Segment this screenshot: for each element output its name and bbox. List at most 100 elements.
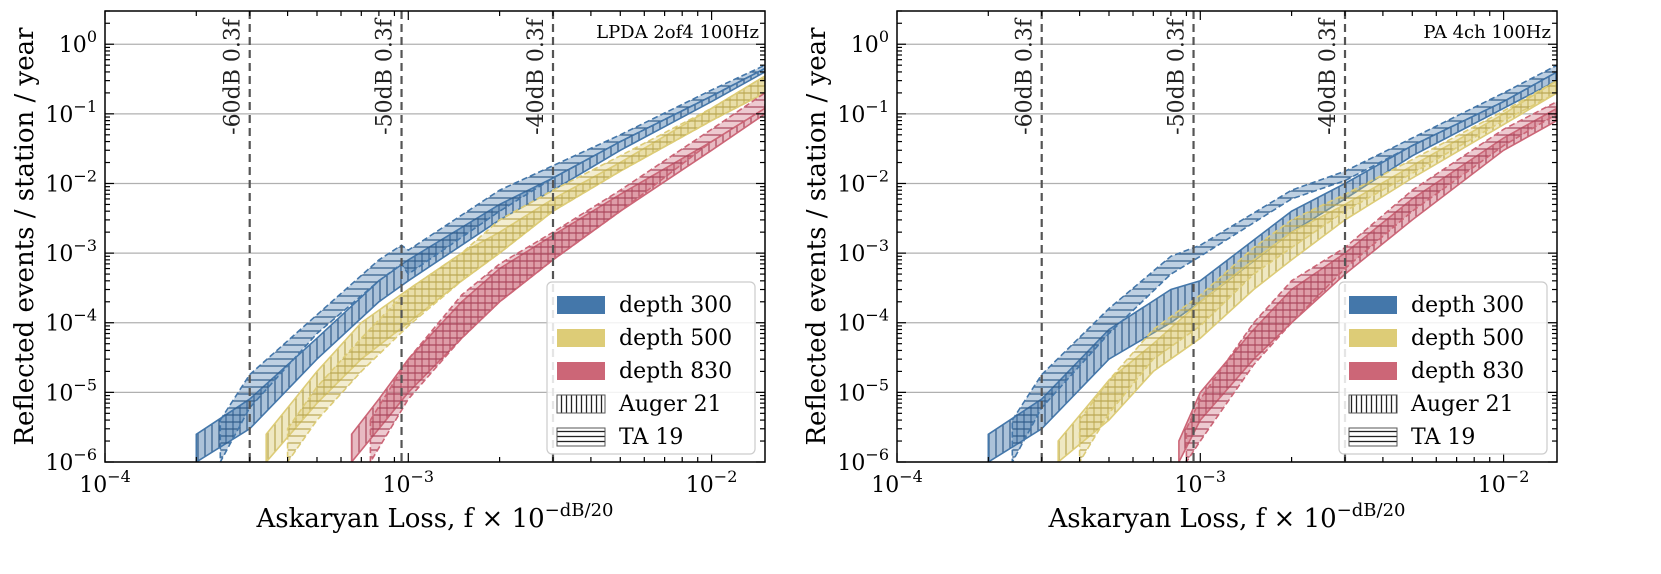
y-tick-label: 10−5 — [837, 375, 889, 406]
legend-label: depth 500 — [619, 326, 732, 351]
legend-label: TA 19 — [619, 425, 683, 450]
legend-label: depth 500 — [1411, 326, 1524, 351]
x-tick-label-exp: −3 — [1202, 467, 1226, 486]
legend-swatch — [1348, 394, 1398, 414]
y-tick-label: 10−6 — [45, 445, 97, 476]
y-tick-label: 10−5 — [45, 375, 97, 406]
band-depth-500-ta19 — [1078, 79, 1557, 462]
x-tick-label: 10−3 — [1174, 467, 1226, 498]
y-tick-label: 10−2 — [45, 166, 97, 197]
band-depth-300-ta19 — [219, 64, 765, 462]
x-axis-ticks: 10−4 10−3 10−2 — [79, 11, 737, 498]
y-tick-label: 100 — [851, 27, 889, 58]
y-tick-label-base: 10 — [837, 242, 865, 267]
band-depth-300-ta19 — [1011, 64, 1557, 462]
y-tick-label-exp: 0 — [87, 27, 97, 46]
y-tick-label-base: 10 — [837, 381, 865, 406]
y-axis-label: Reflected events / station / year — [10, 27, 40, 446]
y-tick-label: 10−4 — [837, 306, 889, 337]
x-tick-label-exp: −2 — [714, 467, 738, 486]
x-tick-label-base: 10 — [686, 473, 714, 498]
y-tick-label-base: 10 — [837, 172, 865, 197]
y-tick-label-exp: −5 — [865, 375, 889, 394]
y-tick-label: 10−6 — [837, 445, 889, 476]
y-tick-label-base: 10 — [851, 33, 879, 58]
x-tick-label-base: 10 — [79, 473, 107, 498]
plot-frame — [896, 10, 1558, 463]
x-tick-label-base: 10 — [1478, 473, 1506, 498]
legend-swatch — [1348, 427, 1398, 447]
y-tick-label-exp: −1 — [73, 97, 97, 116]
legend-label: depth 300 — [1411, 293, 1524, 318]
legend-swatch — [556, 427, 606, 447]
x-axis-ticks: 10−4 10−3 10−2 — [871, 11, 1529, 498]
y-tick-label-base: 10 — [45, 451, 73, 476]
y-tick-label-base: 10 — [837, 451, 865, 476]
y-tick-label: 100 — [59, 27, 97, 58]
legend-swatch — [557, 362, 605, 380]
legend-swatch — [556, 394, 606, 414]
y-tick-label-base: 10 — [837, 103, 865, 128]
y-tick-label-base: 10 — [837, 312, 865, 337]
band-depth-300-auger21 — [987, 70, 1557, 462]
legend-label: TA 19 — [1411, 425, 1475, 450]
y-tick-label-exp: −4 — [73, 306, 97, 325]
x-tick-label: 10−3 — [382, 467, 434, 498]
x-tick-label-exp: −2 — [1506, 467, 1530, 486]
panel-title: LPDA 2of4 100Hz — [596, 22, 759, 43]
panel-title: PA 4ch 100Hz — [1423, 22, 1551, 43]
x-tick-label: 10−4 — [871, 467, 923, 498]
reference-line-label: -40dB 0.3f — [524, 17, 549, 135]
y-tick-label-exp: −3 — [73, 236, 97, 255]
y-tick-label-base: 10 — [59, 33, 87, 58]
x-tick-label: 10−4 — [79, 467, 131, 498]
bands — [987, 64, 1557, 462]
legend: depth 300 depth 500 depth 830 Auger 21 TA 19 — [546, 281, 756, 455]
y-tick-label-exp: −6 — [73, 445, 97, 464]
y-tick-label: 10−1 — [837, 97, 889, 128]
x-tick-label-exp: −4 — [107, 467, 131, 486]
legend-label: depth 300 — [619, 293, 732, 318]
y-tick-label-exp: −1 — [865, 97, 889, 116]
x-tick-label: 10−2 — [686, 467, 738, 498]
y-tick-label-exp: −3 — [865, 236, 889, 255]
y-tick-label-base: 10 — [45, 312, 73, 337]
legend-swatch — [557, 329, 605, 347]
legend-swatch — [557, 296, 605, 314]
legend-label: depth 830 — [619, 359, 732, 384]
y-axis-label: Reflected events / station / year — [802, 27, 832, 446]
y-tick-label: 10−1 — [45, 97, 97, 128]
x-tick-label: 10−2 — [1478, 467, 1530, 498]
legend-swatch — [1349, 329, 1397, 347]
legend-label: depth 830 — [1411, 359, 1524, 384]
y-tick-label-exp: −6 — [865, 445, 889, 464]
reference-line-label: -60dB 0.3f — [221, 17, 246, 135]
band-depth-830-ta19 — [369, 91, 765, 462]
legend: depth 300 depth 500 depth 830 Auger 21 TA 19 — [1338, 281, 1548, 455]
y-tick-label-exp: −4 — [865, 306, 889, 325]
y-tick-label-base: 10 — [45, 242, 73, 267]
x-tick-label-base: 10 — [871, 473, 899, 498]
legend-label: Auger 21 — [1410, 392, 1514, 417]
y-tick-label-exp: −5 — [73, 375, 97, 394]
x-axis-label-sup: −dB/20 — [1337, 500, 1406, 521]
y-tick-label-base: 10 — [45, 172, 73, 197]
x-tick-label-exp: −4 — [899, 467, 923, 486]
x-axis-label-sup: −dB/20 — [545, 500, 614, 521]
x-tick-label-exp: −3 — [410, 467, 434, 486]
y-tick-label-base: 10 — [45, 103, 73, 128]
y-tick-label: 10−4 — [45, 306, 97, 337]
bands — [195, 64, 765, 462]
reference-line-label: -60dB 0.3f — [1013, 17, 1038, 135]
reference-line-label: -40dB 0.3f — [1316, 17, 1341, 135]
y-tick-label: 10−3 — [45, 236, 97, 267]
band-depth-830-ta19 — [1185, 100, 1557, 462]
reference-line-label: -50dB 0.3f — [373, 17, 398, 135]
band-depth-500-ta19 — [286, 75, 765, 462]
y-tick-label-exp: 0 — [879, 27, 889, 46]
